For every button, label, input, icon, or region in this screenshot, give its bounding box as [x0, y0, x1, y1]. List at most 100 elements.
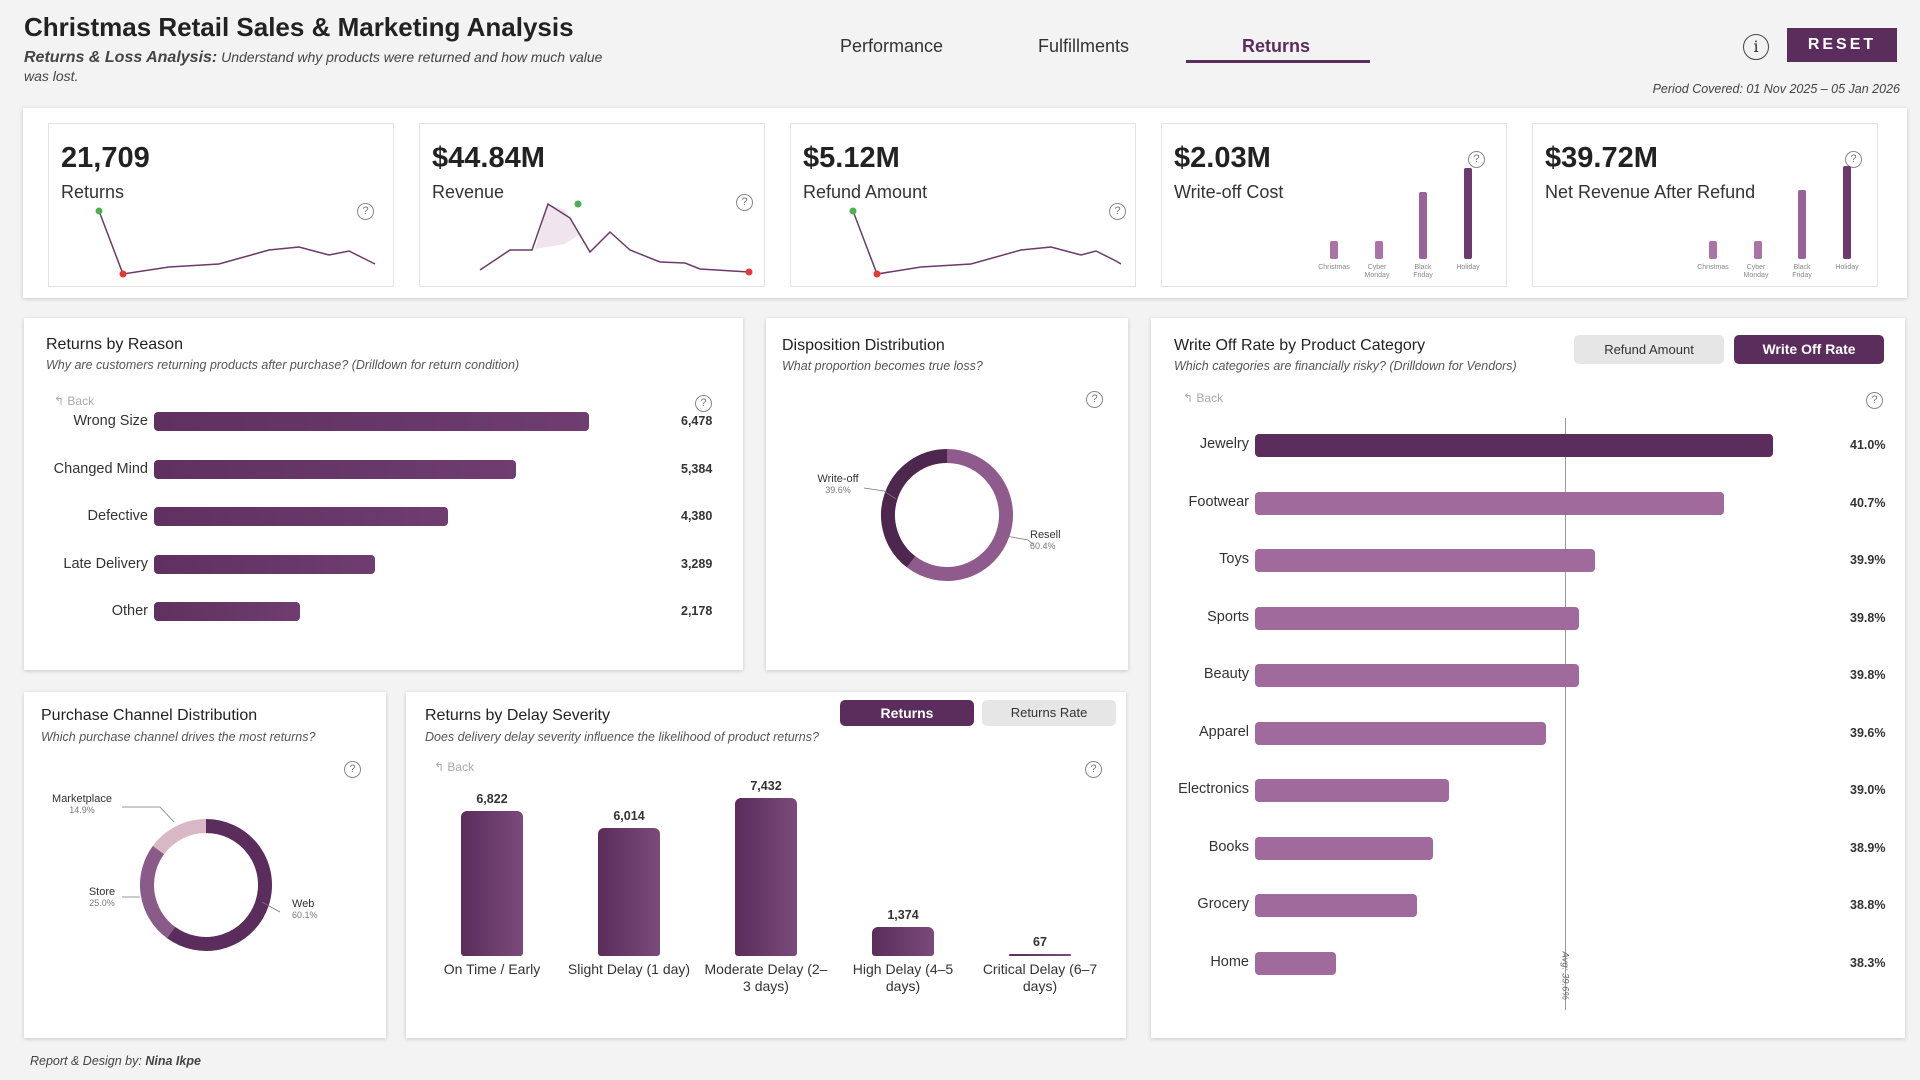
returns-by-reason-card: Returns by Reason Why are customers retu… — [24, 318, 743, 670]
writeoff-bar — [1255, 779, 1450, 802]
column-category-label: Moderate Delay (2–3 days) — [704, 961, 828, 994]
kpi-label: Refund Amount — [803, 182, 928, 202]
kpi-card-returns[interactable]: 21,709 Returns ? — [48, 123, 394, 287]
reason-bar — [154, 554, 375, 574]
sparkline-refund — [849, 207, 1122, 278]
bar-category-label: Footwear — [1188, 493, 1249, 510]
card-subtitle: Why are customers returning products aft… — [46, 358, 520, 372]
back-label: Back — [1196, 391, 1224, 405]
donut-segment — [152, 819, 207, 855]
column-value-label: 67 — [1033, 935, 1047, 949]
label-pct: 60.4% — [1030, 541, 1056, 551]
info-icon[interactable]: i — [1743, 34, 1769, 60]
toggle-returns-rate[interactable]: Returns Rate — [982, 700, 1116, 726]
label-pct: 60.1% — [292, 910, 318, 920]
help-icon[interactable]: ? — [1086, 391, 1103, 408]
average-label: Avg: 39.6% — [1559, 951, 1571, 1000]
leader-line — [863, 487, 897, 500]
kpi-card-net-revenue[interactable]: $39.72M Net Revenue After Refund ? Chris… — [1532, 123, 1878, 287]
tab-fulfillments[interactable]: Fulfillments — [1038, 36, 1130, 56]
kpi-card-writeoff[interactable]: $2.03M Write-off Cost ? Christmas Cyber … — [1161, 123, 1507, 287]
reset-button[interactable]: RESET — [1787, 28, 1897, 62]
back-button[interactable]: ↰ Back — [1183, 391, 1224, 405]
bar-value-label: 40.7% — [1850, 495, 1886, 510]
kpi-card-revenue[interactable]: $44.84M Revenue ? — [419, 123, 765, 287]
bar-value-label: 38.3% — [1850, 955, 1886, 970]
toggle-refund-amount[interactable]: Refund Amount — [1574, 335, 1724, 364]
column-category-label: High Delay (4–5 days) — [852, 961, 954, 994]
label-pct: 25.0% — [89, 898, 115, 908]
help-icon[interactable]: ? — [695, 395, 712, 412]
donut-label-resell: Resell 60.4% — [1030, 530, 1080, 552]
writeoff-bar — [1255, 606, 1579, 630]
bar-value-label: 38.8% — [1850, 898, 1886, 912]
mini-cat-label: Cyber Monday — [1743, 264, 1769, 279]
kpi-value: $39.72M — [1545, 142, 1658, 174]
credit-name: Nina Ikpe — [145, 1054, 201, 1068]
subtitle-text-2: was lost. — [24, 68, 79, 84]
tab-returns[interactable]: Returns — [1242, 36, 1311, 56]
help-icon[interactable]: ? — [344, 761, 361, 778]
label-pct: 14.9% — [69, 805, 95, 815]
back-button[interactable]: ↰ Back — [54, 394, 95, 408]
help-icon[interactable]: ? — [1468, 151, 1485, 168]
writeoff-bar — [1255, 836, 1434, 860]
bar-value-label: 39.0% — [1850, 783, 1886, 797]
kpi-label: Returns — [61, 182, 125, 202]
toggle-returns[interactable]: Returns — [840, 700, 974, 726]
bar-category-label: Toys — [1219, 551, 1249, 567]
bar-category-label: Changed Mind — [53, 460, 148, 477]
bar-category-label: Late Delivery — [63, 555, 148, 572]
toggle-writeoff-rate[interactable]: Write Off Rate — [1734, 335, 1884, 364]
help-icon[interactable]: ? — [736, 194, 753, 211]
bar-value-label: 5,384 — [681, 461, 713, 476]
kpi-label: Write-off Cost — [1174, 182, 1284, 202]
column-value-label: 7,432 — [750, 779, 782, 793]
help-icon[interactable]: ? — [1866, 392, 1883, 409]
page-title: Christmas Retail Sales & Marketing Analy… — [24, 12, 574, 42]
column-category-label: On Time / Early — [443, 961, 541, 977]
bar-category-label: Beauty — [1203, 666, 1249, 682]
bar-category-label: Apparel — [1199, 723, 1249, 740]
help-icon[interactable]: ? — [1109, 203, 1126, 220]
footer-credit: Report & Design by: Nina Ikpe — [30, 1054, 201, 1068]
mini-bar — [1419, 192, 1427, 259]
bar-value-label: 38.9% — [1850, 840, 1886, 855]
sparkline-max-dot — [849, 207, 857, 215]
mini-bar — [1709, 241, 1717, 259]
average-line — [1565, 418, 1566, 1010]
sparkline-max-dot — [95, 207, 103, 215]
mini-cat-label: Holiday — [1456, 264, 1480, 271]
bar-category-label: Grocery — [1197, 896, 1249, 912]
label-name: Web — [292, 898, 315, 910]
active-tab-underline — [1186, 60, 1370, 63]
writeoff-bar — [1255, 434, 1773, 457]
bar-value-label: 4,380 — [681, 509, 713, 523]
help-icon[interactable]: ? — [1845, 151, 1862, 168]
help-icon[interactable]: ? — [1085, 761, 1102, 778]
help-icon[interactable]: ? — [357, 203, 374, 220]
delay-column — [1009, 954, 1071, 956]
page-subtitle: Returns & Loss Analysis: Understand why … — [24, 48, 644, 86]
back-button[interactable]: ↰ Back — [434, 760, 475, 774]
mini-bar — [1754, 241, 1762, 259]
back-label: Back — [67, 394, 95, 408]
kpi-card-refund[interactable]: $5.12M Refund Amount ? — [790, 123, 1136, 287]
back-label: Back — [447, 760, 475, 774]
subtitle-text: Understand why products were returned an… — [221, 49, 603, 65]
delay-column — [598, 828, 660, 956]
mini-cat-label: Christmas — [1697, 264, 1729, 271]
donut-label-web: Web 60.1% — [292, 899, 336, 921]
subtitle-strong: Returns & Loss Analysis: — [24, 49, 218, 66]
sparkline-min-dot — [745, 268, 753, 276]
mini-bar — [1843, 166, 1851, 259]
writeoff-bar — [1255, 664, 1579, 687]
tab-performance[interactable]: Performance — [840, 36, 944, 56]
reason-bar — [154, 507, 449, 526]
column-value-label: 6,014 — [613, 809, 645, 824]
kpi-value: $44.84M — [432, 142, 545, 174]
sparkline-min-dot — [873, 270, 881, 278]
bar-value-label: 39.8% — [1850, 668, 1886, 682]
leader-line — [261, 901, 281, 913]
leader-line — [1005, 535, 1035, 546]
